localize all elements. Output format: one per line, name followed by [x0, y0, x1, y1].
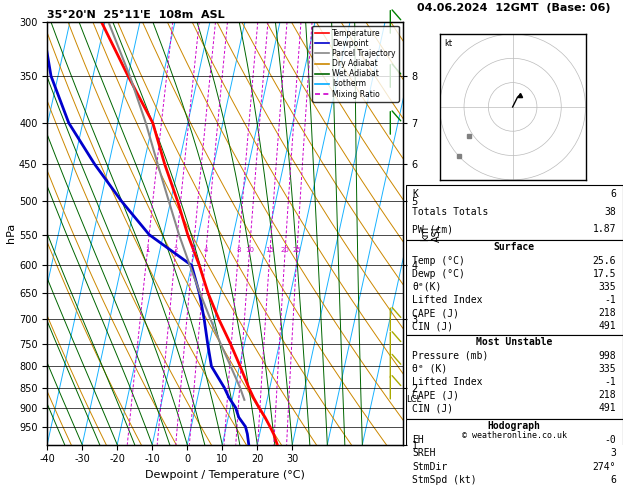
Text: Pressure (mb): Pressure (mb)	[412, 351, 489, 361]
Text: Most Unstable: Most Unstable	[476, 337, 552, 347]
Text: 2: 2	[173, 247, 177, 253]
Text: Surface: Surface	[494, 242, 535, 252]
Text: 491: 491	[599, 321, 616, 331]
Text: StmDir: StmDir	[412, 462, 447, 471]
Text: 998: 998	[599, 351, 616, 361]
Text: 491: 491	[599, 403, 616, 413]
Text: 335: 335	[599, 282, 616, 292]
Text: 335: 335	[599, 364, 616, 374]
Text: θᵉ(K): θᵉ(K)	[412, 282, 442, 292]
Text: LCL: LCL	[406, 395, 421, 404]
Text: Temp (°C): Temp (°C)	[412, 256, 465, 266]
Text: Lifted Index: Lifted Index	[412, 377, 482, 387]
Text: 17.5: 17.5	[593, 269, 616, 279]
Text: 1.87: 1.87	[593, 225, 616, 234]
Text: 20: 20	[281, 247, 289, 253]
Text: Dewp (°C): Dewp (°C)	[412, 269, 465, 279]
Text: EH: EH	[412, 435, 424, 445]
Text: PW (cm): PW (cm)	[412, 225, 454, 234]
Text: CIN (J): CIN (J)	[412, 403, 454, 413]
Text: 3: 3	[610, 449, 616, 458]
Bar	[406, 335, 623, 419]
Bar	[406, 419, 623, 486]
Text: Totals Totals: Totals Totals	[412, 207, 489, 217]
Text: -1: -1	[604, 377, 616, 387]
Text: kt: kt	[445, 39, 453, 48]
Text: -1: -1	[604, 295, 616, 305]
Text: Hodograph: Hodograph	[487, 421, 541, 432]
Text: 35°20'N  25°11'E  108m  ASL: 35°20'N 25°11'E 108m ASL	[47, 10, 225, 20]
Text: © weatheronline.co.uk: © weatheronline.co.uk	[462, 432, 567, 440]
Text: 3: 3	[191, 247, 195, 253]
Text: CIN (J): CIN (J)	[412, 321, 454, 331]
Text: 8: 8	[236, 247, 240, 253]
Text: 218: 218	[599, 390, 616, 400]
X-axis label: Dewpoint / Temperature (°C): Dewpoint / Temperature (°C)	[145, 470, 305, 480]
Text: CAPE (J): CAPE (J)	[412, 308, 459, 318]
Text: 218: 218	[599, 308, 616, 318]
Text: 4: 4	[204, 247, 208, 253]
Text: 38: 38	[604, 207, 616, 217]
Y-axis label: hPa: hPa	[6, 223, 16, 243]
Text: CAPE (J): CAPE (J)	[412, 390, 459, 400]
Text: θᵉ (K): θᵉ (K)	[412, 364, 447, 374]
Text: 25.6: 25.6	[593, 256, 616, 266]
Text: 6: 6	[610, 189, 616, 199]
Text: -0: -0	[604, 435, 616, 445]
Text: Lifted Index: Lifted Index	[412, 295, 482, 305]
Text: 1: 1	[145, 247, 150, 253]
Y-axis label: km
ASL: km ASL	[421, 224, 442, 243]
Text: 15: 15	[265, 247, 274, 253]
Text: K: K	[412, 189, 418, 199]
Bar	[406, 240, 623, 335]
Text: 04.06.2024  12GMT  (Base: 06): 04.06.2024 12GMT (Base: 06)	[418, 3, 611, 14]
Text: 6: 6	[610, 475, 616, 485]
Text: 25: 25	[292, 247, 301, 253]
Text: 274°: 274°	[593, 462, 616, 471]
Legend: Temperature, Dewpoint, Parcel Trajectory, Dry Adiabat, Wet Adiabat, Isotherm, Mi: Temperature, Dewpoint, Parcel Trajectory…	[313, 26, 399, 102]
Text: StmSpd (kt): StmSpd (kt)	[412, 475, 477, 485]
Text: SREH: SREH	[412, 449, 436, 458]
Bar	[406, 185, 623, 240]
Text: 10: 10	[245, 247, 253, 253]
